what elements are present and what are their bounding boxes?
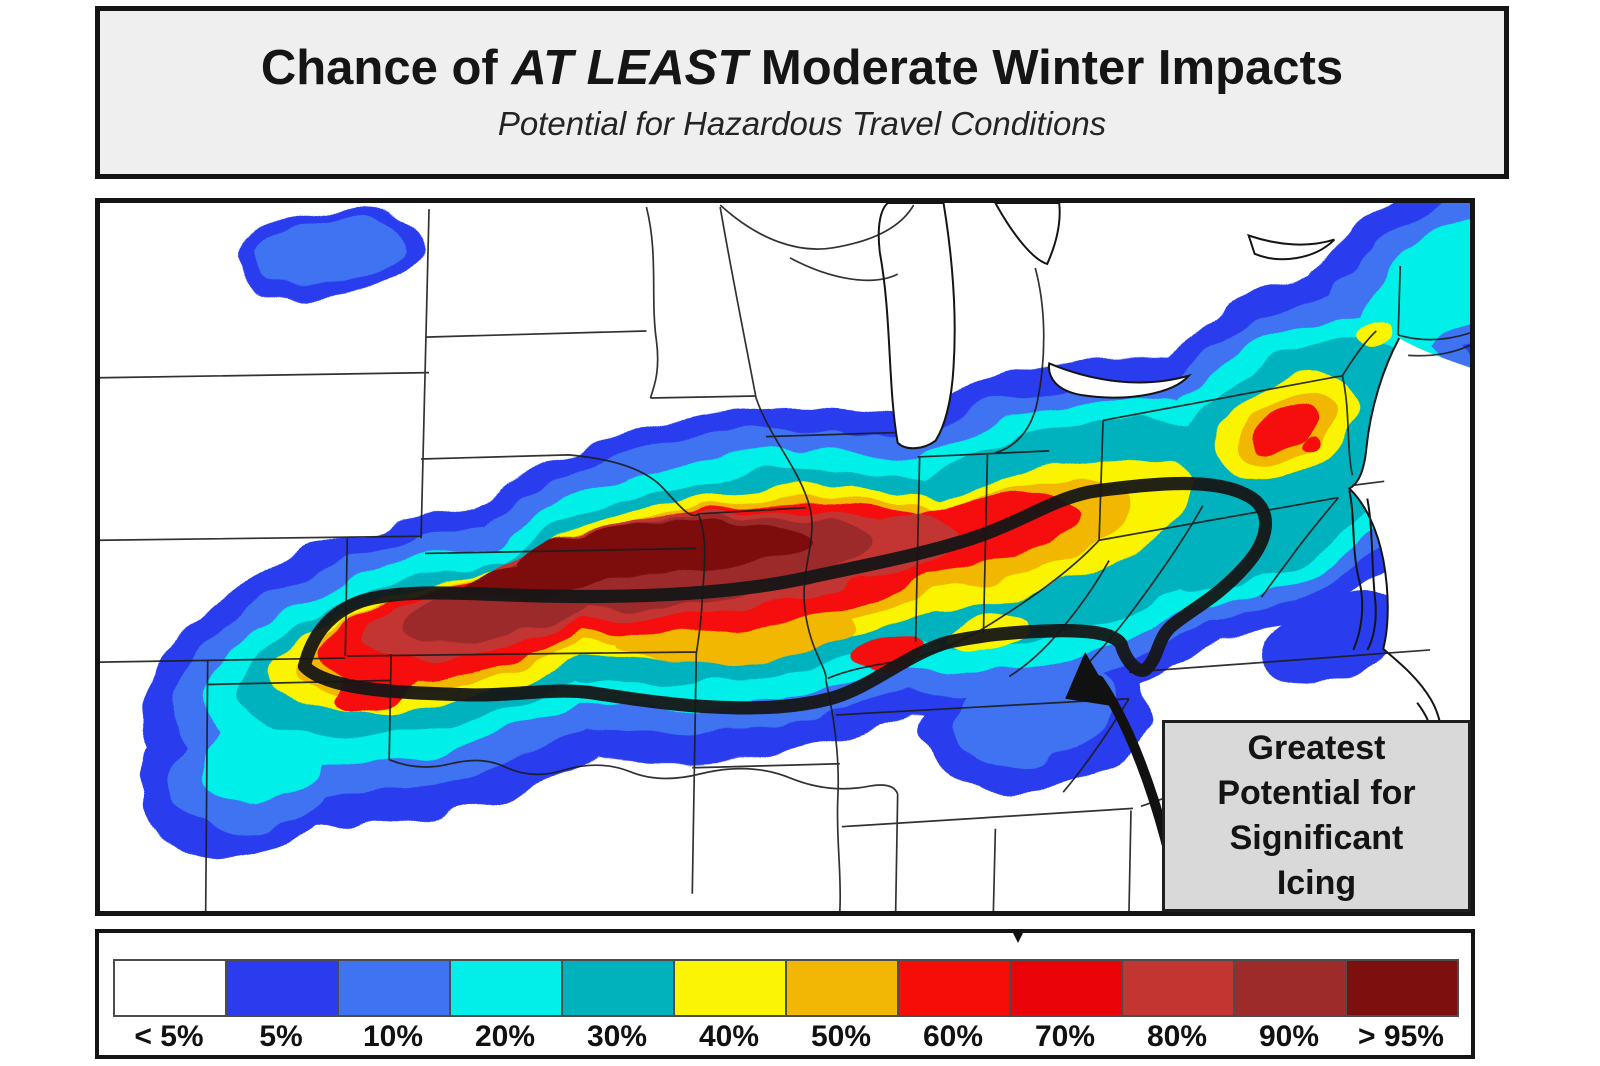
page-subtitle: Potential for Hazardous Travel Condition… xyxy=(497,105,1107,143)
legend-label: 80% xyxy=(1146,1020,1208,1053)
legend-swatch xyxy=(1009,959,1123,1017)
legend-swatch xyxy=(673,959,787,1017)
great-lakes xyxy=(877,203,1336,450)
icing-annotation-line: Icing xyxy=(1276,864,1357,902)
title-panel: Chance of AT LEAST Moderate Winter Impac… xyxy=(95,6,1509,179)
legend-swatch xyxy=(1345,959,1459,1017)
legend-swatch xyxy=(1233,959,1347,1017)
legend-swatch xyxy=(561,959,675,1017)
legend-label: 30% xyxy=(586,1020,648,1053)
legend-labels: < 5% 5% 10% 20% 30% 40% 50% 60% 70% 80% … xyxy=(113,1019,1457,1055)
legend-label: > 95% xyxy=(1358,1020,1444,1053)
lake-erie xyxy=(1048,362,1192,399)
legend-swatch xyxy=(225,959,339,1017)
legend-label: 10% xyxy=(362,1020,424,1053)
title-suffix: Moderate Winter Impacts xyxy=(747,40,1344,95)
legend-label: < 5% xyxy=(134,1020,204,1053)
legend-label: 60% xyxy=(922,1020,984,1053)
legend-swatch xyxy=(337,959,451,1017)
legend-swatch xyxy=(785,959,899,1017)
legend-swatch xyxy=(449,959,563,1017)
legend-label: 90% xyxy=(1258,1020,1320,1053)
legend-tick-mark xyxy=(1011,929,1025,943)
icing-contour xyxy=(297,476,1272,715)
lake-ontario xyxy=(1247,233,1336,261)
legend-label: 50% xyxy=(810,1020,872,1053)
legend-swatch xyxy=(1121,959,1235,1017)
icing-annotation-line: Greatest xyxy=(1247,729,1386,767)
page-title: Chance of AT LEAST Moderate Winter Impac… xyxy=(260,40,1344,96)
map-panel: Greatest Potential for Significant Icing xyxy=(95,198,1475,916)
legend-swatch xyxy=(113,959,227,1017)
title-prefix: Chance of xyxy=(260,40,512,95)
lake-michigan xyxy=(877,203,956,450)
legend-label: 70% xyxy=(1034,1020,1096,1053)
icing-annotation-line: Potential for xyxy=(1217,774,1416,812)
legend-label: 40% xyxy=(698,1020,760,1053)
title-emphasis: AT LEAST xyxy=(511,40,748,95)
legend-label: 20% xyxy=(474,1020,536,1053)
icing-annotation-line: Significant xyxy=(1229,819,1404,857)
lake-huron xyxy=(994,203,1061,266)
legend-swatches xyxy=(113,959,1459,1017)
probability-map xyxy=(100,203,1470,911)
legend-swatch xyxy=(897,959,1011,1017)
legend-label: 5% xyxy=(259,1020,303,1053)
legend-panel: < 5% 5% 10% 20% 30% 40% 50% 60% 70% 80% … xyxy=(95,929,1475,1059)
icing-annotation: Greatest Potential for Significant Icing xyxy=(1162,720,1471,912)
prob-layer-95pct xyxy=(463,521,813,600)
